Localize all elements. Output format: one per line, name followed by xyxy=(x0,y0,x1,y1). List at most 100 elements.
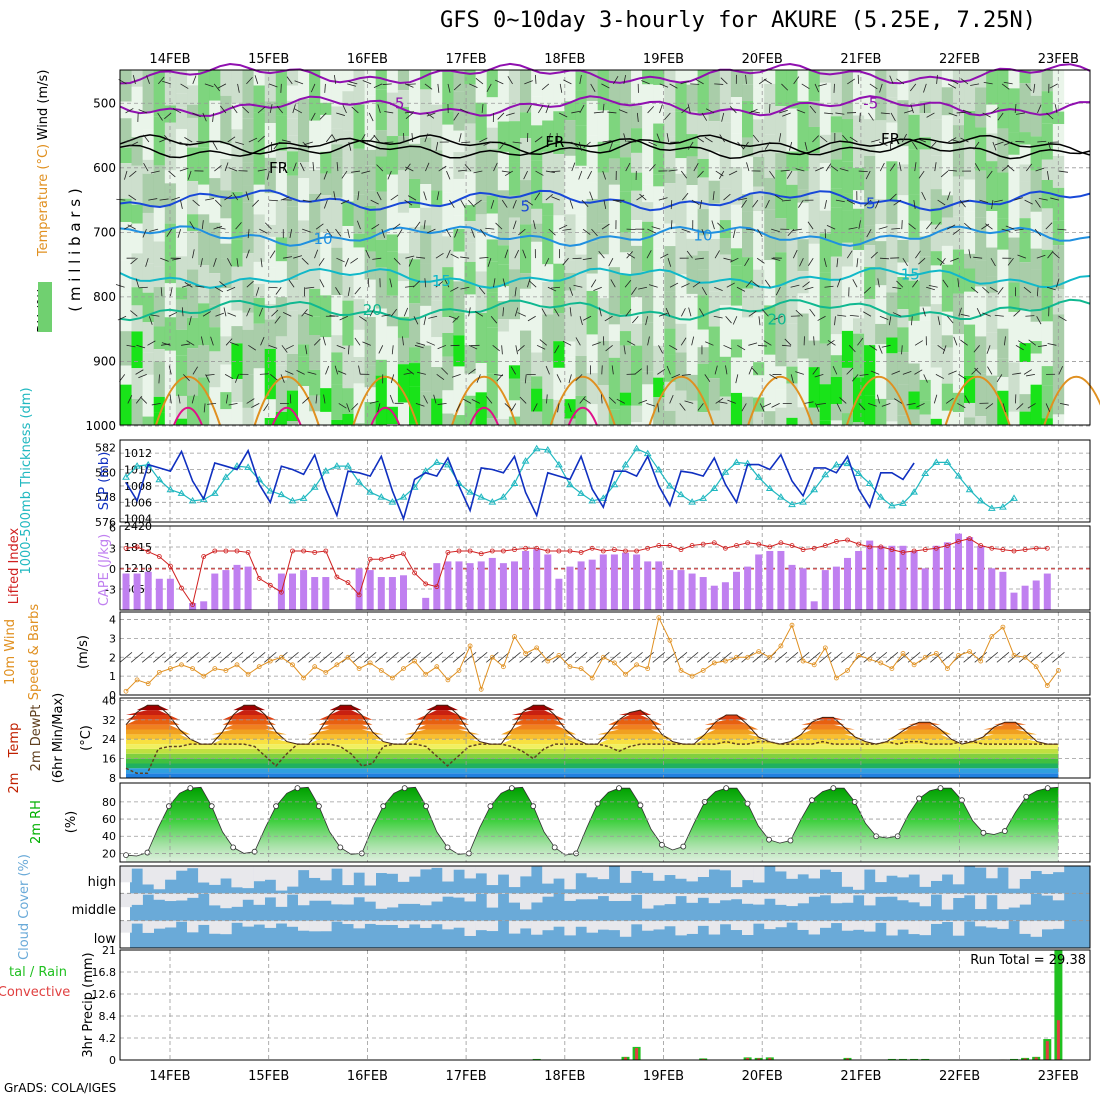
precip-conv-bar xyxy=(624,1057,627,1060)
wind-barb xyxy=(567,403,572,413)
rh-shade xyxy=(342,275,354,301)
precip-conv-bar xyxy=(635,1047,639,1060)
wind-barb xyxy=(947,169,957,172)
rh-shade xyxy=(187,85,199,105)
wind-barb xyxy=(863,311,872,317)
wind-barb xyxy=(748,342,758,346)
wind-barb xyxy=(416,342,426,346)
wind-barb xyxy=(835,199,845,203)
wind-barb xyxy=(715,170,724,177)
bottom-date-label: 17FEB xyxy=(446,1069,487,1084)
wind-speed-point xyxy=(523,651,528,656)
wind-barb xyxy=(819,136,828,143)
cloud-frame xyxy=(119,865,1091,949)
cloud-clear-cell xyxy=(697,893,709,898)
wind-barb xyxy=(404,285,415,288)
wind-barb xyxy=(529,280,537,288)
cloud-clear-cell xyxy=(187,920,199,933)
rh-shade xyxy=(508,162,521,196)
wind-barb xyxy=(962,109,972,114)
lifted-tick-label: 6 xyxy=(109,522,116,535)
cloud-clear-cell xyxy=(286,866,299,887)
wind-barb xyxy=(373,83,383,88)
rh-shade xyxy=(409,143,421,179)
cape-bar xyxy=(888,545,896,610)
thickness-point xyxy=(299,494,308,501)
cloud-clear-cell xyxy=(253,893,265,905)
wind-barb xyxy=(151,403,161,406)
wind-barb xyxy=(161,342,171,346)
rh-shade xyxy=(153,266,166,288)
wind-barb xyxy=(433,394,437,404)
lifted-point xyxy=(423,581,429,587)
cloud-clear-cell xyxy=(386,920,399,925)
cloud-clear-cell xyxy=(875,920,887,923)
thickness-tick-label: 576 xyxy=(95,516,116,529)
cloud-clear-cell xyxy=(275,920,288,924)
rh-shade xyxy=(675,173,687,226)
rh-shade xyxy=(1008,70,1020,89)
cape-bar xyxy=(444,561,452,610)
wind-barb xyxy=(796,109,806,114)
rh-shade xyxy=(864,70,876,120)
wind-barb xyxy=(351,403,359,411)
cloud-clear-cell xyxy=(309,893,321,901)
wind-barb xyxy=(545,104,550,114)
thickness-point xyxy=(399,493,408,500)
wind-barb xyxy=(670,200,673,210)
rh-shade xyxy=(697,114,709,159)
wind-barb xyxy=(329,315,339,317)
wind-barb xyxy=(302,228,311,233)
cape-bar xyxy=(211,573,219,610)
cape-bar xyxy=(155,578,163,610)
wind-barb xyxy=(254,75,259,85)
rh-shade xyxy=(275,150,288,164)
rh-shade xyxy=(819,163,832,211)
wind-barb xyxy=(1047,250,1054,259)
credit-label: GrADS: COLA/IGES xyxy=(4,1081,117,1095)
wind-speed-point xyxy=(123,688,129,694)
surface-wind-barb xyxy=(363,651,377,663)
isotherm-line xyxy=(747,376,814,426)
rh-shade xyxy=(808,407,820,425)
wind-barb xyxy=(423,220,426,230)
rh-shade xyxy=(819,296,832,344)
rh-shade xyxy=(886,70,898,98)
rh-shade xyxy=(819,233,832,273)
wind-barb xyxy=(124,138,134,143)
rh-shade xyxy=(708,238,721,267)
wind-barb xyxy=(836,403,842,412)
cloud-clear-cell xyxy=(531,920,543,935)
wind-barb xyxy=(325,134,333,143)
rh-shade xyxy=(775,323,787,367)
lifted-point xyxy=(534,545,540,551)
rh-shade xyxy=(875,285,887,324)
rh-shade xyxy=(298,314,310,345)
rh-shade xyxy=(997,249,1009,283)
wind-barb xyxy=(666,133,670,143)
wind-barb xyxy=(601,223,610,230)
surface-wind-barb xyxy=(352,651,366,663)
cloud-clear-cell xyxy=(919,893,931,907)
wind-barb xyxy=(390,374,395,384)
wind-speed-point xyxy=(945,666,950,671)
rh-shade xyxy=(142,322,154,353)
wind-barb xyxy=(188,316,192,326)
wind-barb xyxy=(1013,309,1021,317)
wind-barb xyxy=(282,162,286,172)
cloud-clear-cell xyxy=(631,866,643,871)
rh-shade xyxy=(1052,414,1065,425)
wind-barb xyxy=(426,112,436,117)
wind-barb xyxy=(869,344,878,351)
wind-barb xyxy=(719,134,725,143)
temperature-band xyxy=(126,719,1059,725)
wind-barb xyxy=(515,345,518,355)
cloud-clear-cell xyxy=(142,893,154,895)
cloud-clear-cell xyxy=(875,866,887,883)
rh-shade xyxy=(286,70,299,86)
cloud-clear-cell xyxy=(353,920,365,929)
wind-barb xyxy=(681,228,691,233)
wind-barb xyxy=(809,308,816,317)
rh-shade xyxy=(664,168,676,184)
cloud-clear-cell xyxy=(220,866,232,879)
